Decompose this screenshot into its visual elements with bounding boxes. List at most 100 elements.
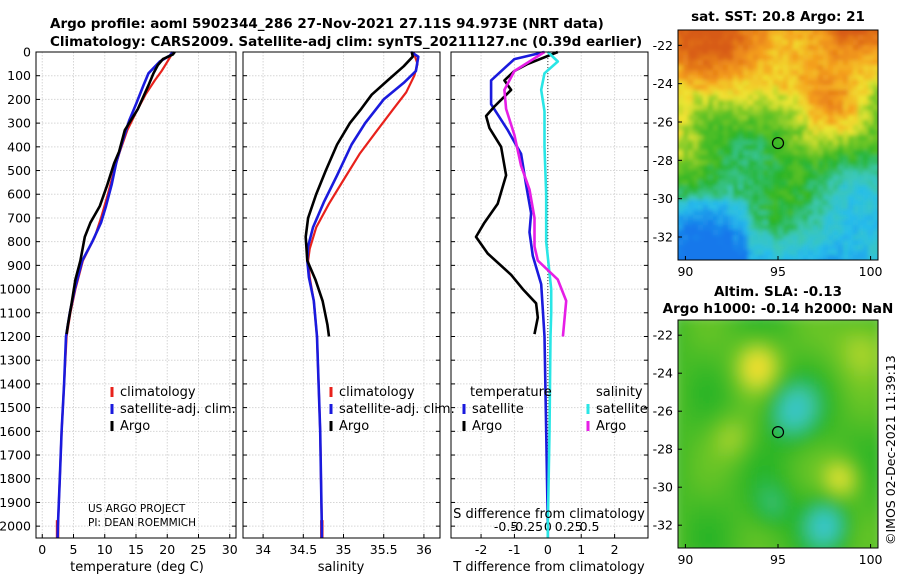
depth-tick-label: 400 xyxy=(7,139,31,154)
map-x-tick-label: 100 xyxy=(859,552,883,567)
map-y-tick-label: -28 xyxy=(653,442,673,457)
difference-panel: -2 -1 0 1 2-0.5-0.25 0 0.250.5 xyxy=(450,50,649,557)
diff-sal-legend-label: satellite xyxy=(596,402,648,417)
figure-title-line1: Argo profile: aoml 5902344_286 27-Nov-20… xyxy=(50,16,604,32)
diff-legend-salinity-header: salinity xyxy=(596,385,643,400)
x-tick-label: 34.5 xyxy=(289,542,317,557)
s-tick-label: -0.5 xyxy=(494,519,518,534)
depth-tick-label: 1700 xyxy=(0,448,31,463)
panel-frame xyxy=(35,51,237,539)
diff-sal-legend-label: Argo xyxy=(596,419,626,434)
x-tick-label: 25 xyxy=(191,542,207,557)
depth-tick-label: 1300 xyxy=(0,353,31,368)
map-y-tick-label: -22 xyxy=(653,328,673,343)
series-difference-sal_argo xyxy=(503,50,568,337)
map-x-tick-label: 100 xyxy=(859,264,883,279)
depth-axis: 0 100 200 300 400 500 600 700 800 900 1000 1100 1200… xyxy=(0,45,31,534)
difference-xlabel: T difference from climatology xyxy=(452,560,645,575)
map-y-tick-label: -28 xyxy=(653,153,673,168)
sla-map-title: Altim. SLA: -0.13 xyxy=(714,284,842,300)
map-y-tick-label: -26 xyxy=(653,115,673,130)
depth-tick-label: 2000 xyxy=(0,519,31,534)
x-tick-label: 2 xyxy=(611,542,619,557)
series-salinity-satellite xyxy=(305,50,420,538)
x-tick-label: -1 xyxy=(508,542,520,557)
sst-map-title: sat. SST: 20.8 Argo: 21 xyxy=(691,9,865,25)
x-tick-label: 36 xyxy=(416,542,432,557)
map-y-tick-label: -22 xyxy=(653,38,673,53)
legends: climatology satellite-adj. clim. Argo clima… xyxy=(110,385,648,434)
map-y-tick-label: -30 xyxy=(653,480,673,495)
sst-map-axes: 90 95 100 -22 -24 -26 -28 -30 -32 xyxy=(653,38,883,279)
map-y-tick-label: -24 xyxy=(653,366,673,381)
s-tick-label: -0.25 xyxy=(511,519,543,534)
diff-legend-temperature-header: temperature xyxy=(470,385,552,400)
series-difference-satellite xyxy=(489,50,550,538)
figure-title-line2: Climatology: CARS2009. Satellite-adj cli… xyxy=(50,34,642,50)
argo-float-marker xyxy=(771,136,785,150)
map-x-tick-label: 95 xyxy=(770,264,786,279)
depth-tick-label: 1900 xyxy=(0,495,31,510)
sla-map xyxy=(678,320,878,548)
temp-legend-label: climatology xyxy=(120,385,196,400)
x-tick-label: 20 xyxy=(159,542,175,557)
temperature-panel: 0 5 10 15 20 25 30 xyxy=(35,51,238,557)
x-tick-label: 35 xyxy=(336,542,352,557)
pi-credit: PI: DEAN ROEMMICH xyxy=(88,517,196,529)
x-tick-label: 34 xyxy=(255,542,271,557)
map-y-tick-label: -32 xyxy=(653,230,673,245)
map-y-tick-label: -30 xyxy=(653,191,673,206)
depth-tick-label: 200 xyxy=(7,92,31,107)
depth-tick-label: 1800 xyxy=(0,471,31,486)
map-y-tick-label: -32 xyxy=(653,518,673,533)
imos-timestamp: ©IMOS 02-Dec-2021 11:39:13 xyxy=(883,355,898,545)
map-x-tick-label: 90 xyxy=(677,552,693,567)
depth-tick-label: 300 xyxy=(7,116,31,131)
depth-tick-label: 1000 xyxy=(0,282,31,297)
depth-tick-label: 100 xyxy=(7,68,31,83)
x-tick-label: 35.5 xyxy=(370,542,398,557)
diff-temp-legend-label: satellite xyxy=(472,402,524,417)
s-tick-label: 0.25 xyxy=(555,519,583,534)
temp-legend-label: satellite-adj. clim. xyxy=(120,402,236,417)
depth-tick-label: 700 xyxy=(7,210,31,225)
depth-tick-label: 0 xyxy=(23,45,31,60)
x-tick-label: 15 xyxy=(128,542,144,557)
diff-temp-legend-label: Argo xyxy=(472,419,502,434)
map-y-tick-label: -26 xyxy=(653,404,673,419)
depth-tick-label: 800 xyxy=(7,234,31,249)
depth-tick-label: 900 xyxy=(7,258,31,273)
panel-frame xyxy=(242,51,441,539)
sla-map-axes: 90 95 100 -22 -24 -26 -28 -30 -32 xyxy=(653,328,883,567)
s-tick-label: 0.5 xyxy=(580,519,600,534)
depth-tick-label: 1600 xyxy=(0,424,31,439)
temp-legend-label: Argo xyxy=(120,419,150,434)
sal-legend-label: Argo xyxy=(339,419,369,434)
depth-tick-label: 1500 xyxy=(0,400,31,415)
map-y-tick-label: -24 xyxy=(653,76,673,91)
series-salinity-argo xyxy=(304,51,415,337)
depth-tick-label: 1100 xyxy=(0,305,31,320)
map-x-tick-label: 90 xyxy=(677,264,693,279)
x-tick-label: 0 xyxy=(38,542,46,557)
sst-map xyxy=(678,30,878,260)
series-difference-sal_satellite xyxy=(539,51,560,538)
depth-tick-label: 1200 xyxy=(0,329,31,344)
project-credit: US ARGO PROJECT xyxy=(88,503,186,515)
panel-frame xyxy=(450,51,649,539)
x-tick-label: 10 xyxy=(97,542,113,557)
depth-tick-label: 600 xyxy=(7,187,31,202)
map-x-tick-label: 95 xyxy=(770,552,786,567)
x-tick-label: 0 xyxy=(544,542,552,557)
sla-map-subtitle: Argo h1000: -0.14 h2000: NaN xyxy=(663,301,894,317)
salinity-xlabel: salinity xyxy=(318,560,365,575)
x-tick-label: -2 xyxy=(475,542,487,557)
depth-tick-label: 1400 xyxy=(0,376,31,391)
depth-tick-label: 500 xyxy=(7,163,31,178)
salinity-panel: 34 34.5 35 35.5 36 xyxy=(242,50,441,557)
difference-xlabel-salinity: S difference from climatology xyxy=(453,507,645,522)
temperature-xlabel: temperature (deg C) xyxy=(70,560,204,575)
argo-float-marker xyxy=(771,426,785,439)
x-tick-label: 5 xyxy=(70,542,78,557)
